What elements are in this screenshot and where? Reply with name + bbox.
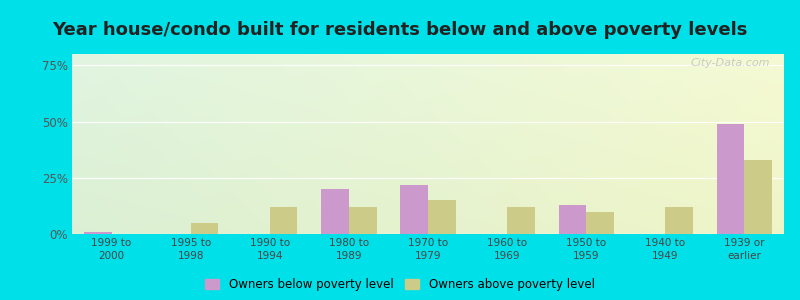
Bar	[507, 207, 534, 234]
Bar	[270, 207, 298, 234]
Bar	[349, 207, 377, 234]
Bar	[321, 189, 349, 234]
Bar	[586, 212, 614, 234]
Bar	[84, 232, 111, 234]
Bar	[717, 124, 745, 234]
Bar	[400, 184, 428, 234]
Legend: Owners below poverty level, Owners above poverty level: Owners below poverty level, Owners above…	[205, 278, 595, 291]
Text: City-Data.com: City-Data.com	[690, 58, 770, 68]
Bar	[190, 223, 218, 234]
Bar	[558, 205, 586, 234]
Text: Year house/condo built for residents below and above poverty levels: Year house/condo built for residents bel…	[52, 21, 748, 39]
Bar	[428, 200, 456, 234]
Bar	[666, 207, 693, 234]
Bar	[745, 160, 772, 234]
